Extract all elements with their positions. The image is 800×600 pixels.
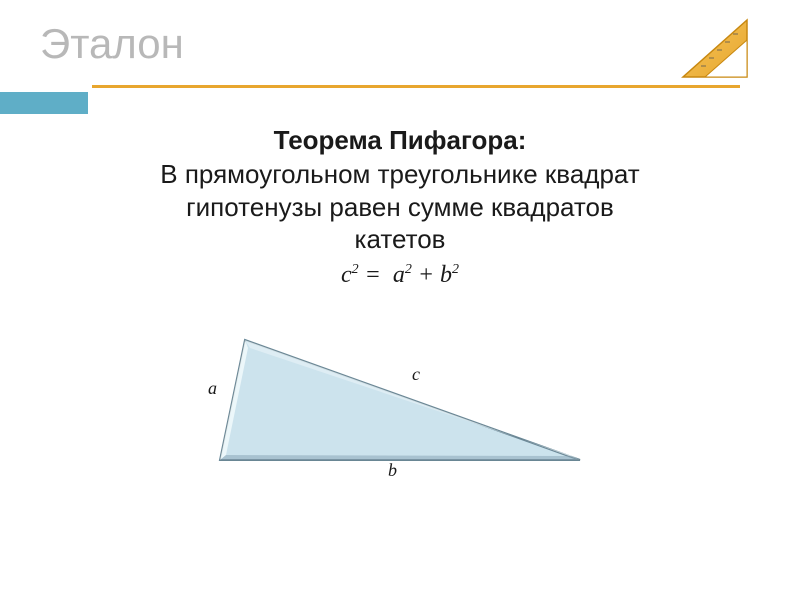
formula-b: b: [440, 262, 452, 288]
formula-exp-c: 2: [352, 262, 359, 277]
content-area: Теорема Пифагора: В прямоугольном треуго…: [0, 125, 800, 289]
divider-line: [92, 85, 740, 88]
theorem-text: В прямоугольном треугольнике квадрат гип…: [0, 158, 800, 256]
side-label-c: c: [412, 364, 420, 385]
ruler-triangle-icon: [675, 15, 755, 85]
theorem-line-2: гипотенузы равен сумме квадратов: [186, 192, 614, 222]
triangle-diagram: a b c: [190, 320, 610, 520]
theorem-line-1: В прямоугольном треугольнике квадрат: [160, 159, 639, 189]
formula-c: c: [341, 262, 352, 288]
side-label-b: b: [388, 460, 397, 481]
formula-eq: =: [359, 262, 387, 288]
formula-exp-b: 2: [452, 262, 459, 277]
theorem-title: Теорема Пифагора:: [0, 125, 800, 156]
formula-exp-a: 2: [405, 262, 412, 277]
formula-a: a: [393, 262, 405, 288]
side-label-a: a: [208, 378, 217, 399]
theorem-line-3: катетов: [355, 224, 446, 254]
accent-bar: [0, 92, 88, 114]
pythagoras-formula: c2 = a2 + b2: [0, 262, 800, 289]
formula-plus: +: [412, 262, 440, 288]
